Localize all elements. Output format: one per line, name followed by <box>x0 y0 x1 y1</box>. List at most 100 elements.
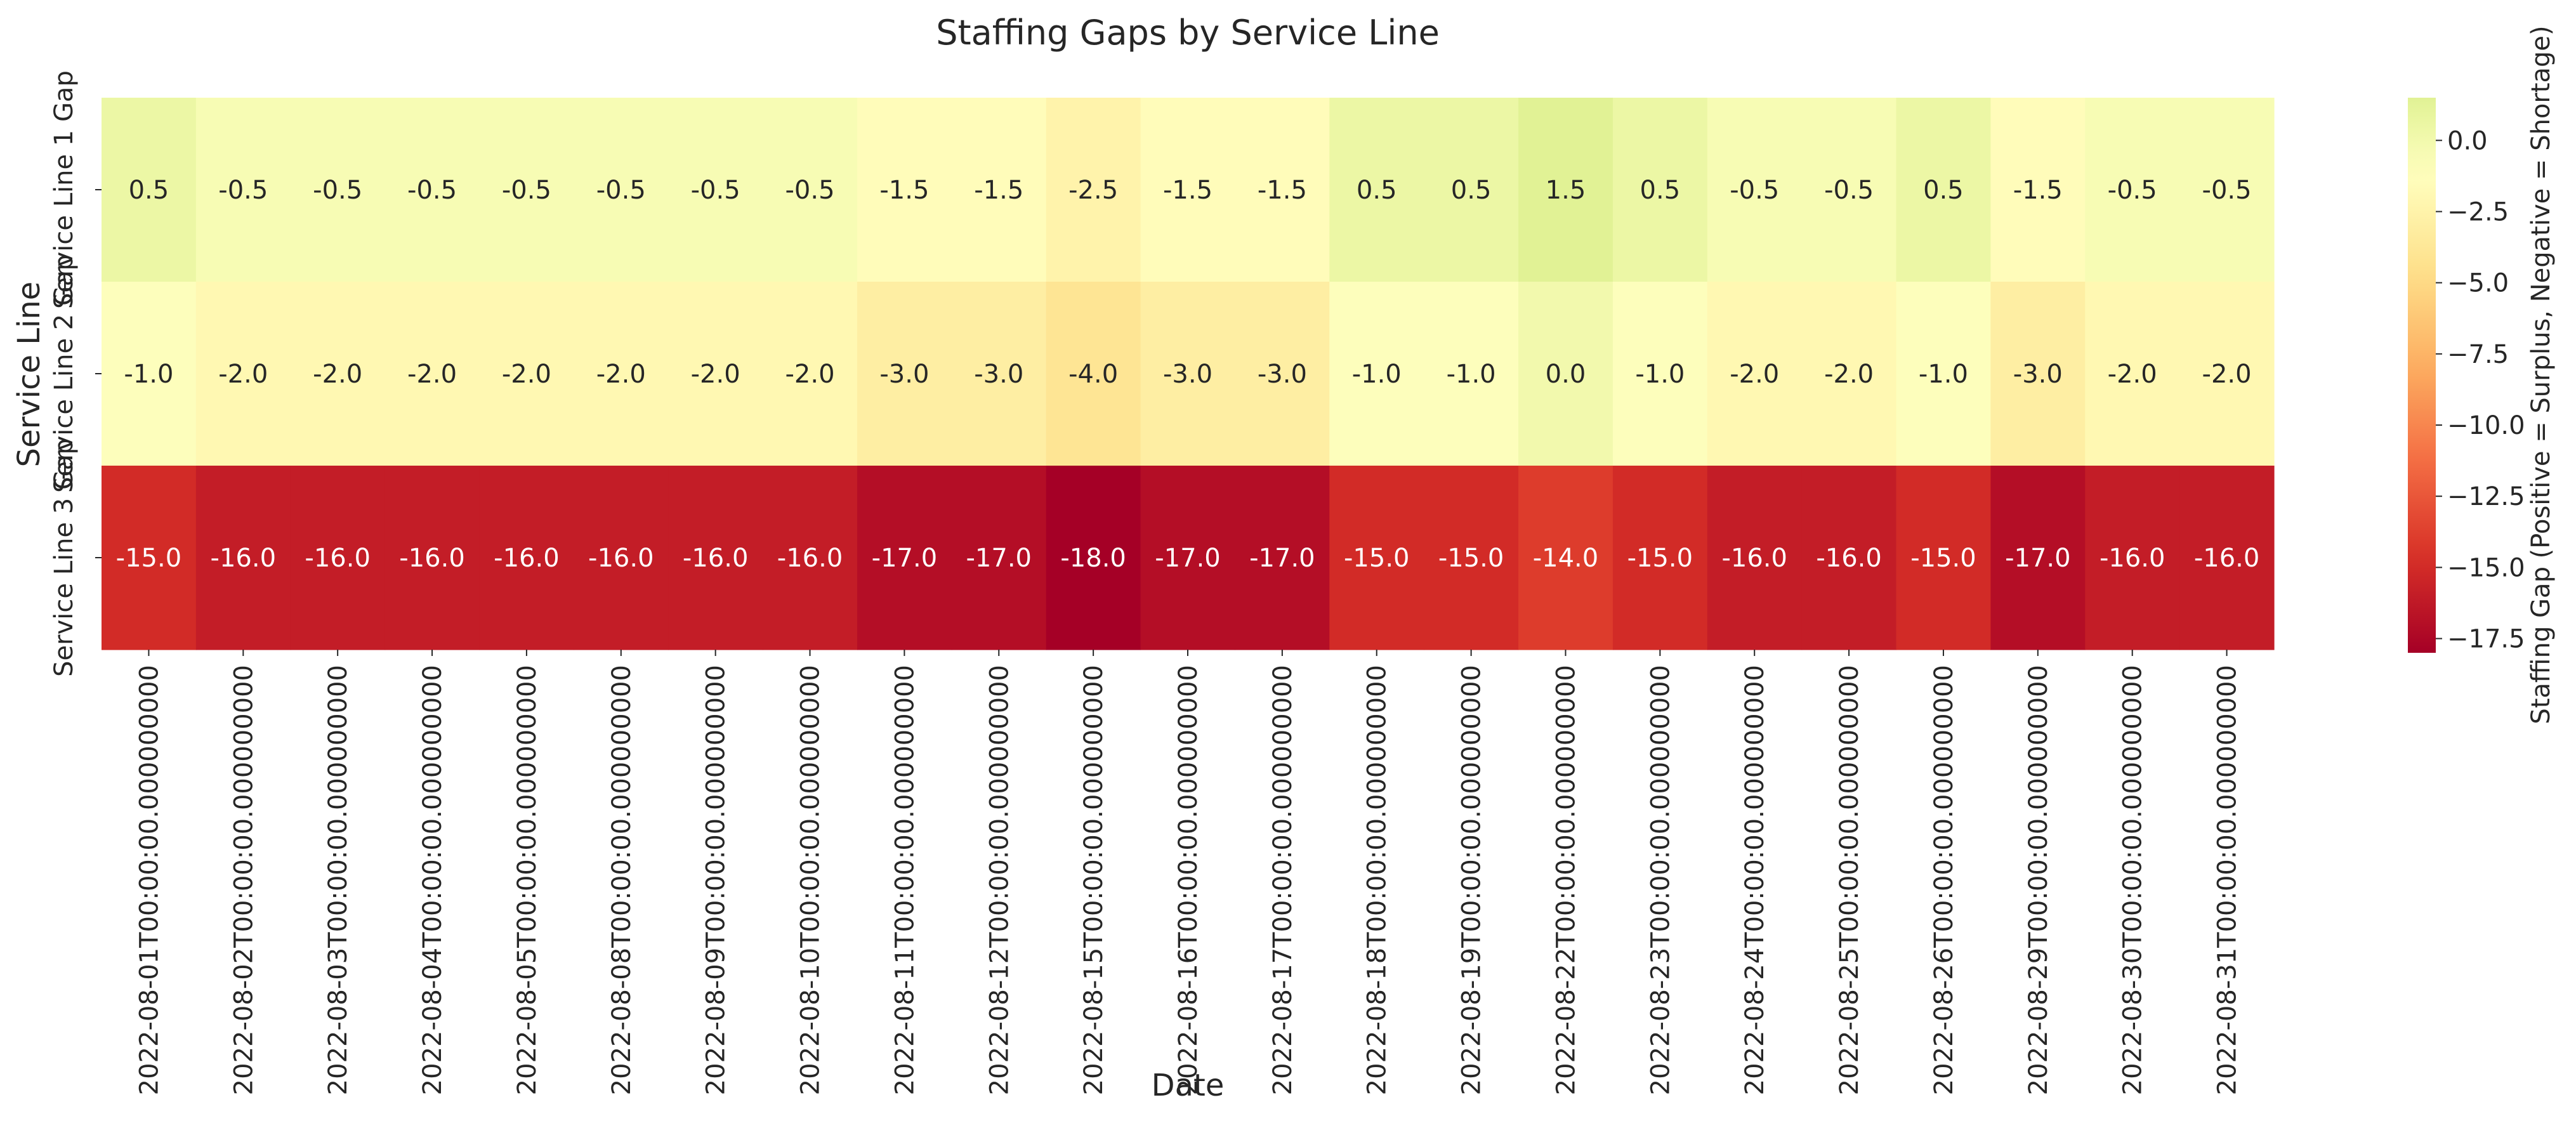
heatmap-cell <box>1140 282 1236 466</box>
cell-value-label: -2.0 <box>785 360 834 389</box>
heatmap-cell <box>1518 282 1613 466</box>
heatmap-cell <box>857 466 952 650</box>
heatmap-cell <box>102 466 197 650</box>
cell-value-label: -16.0 <box>2100 544 2165 573</box>
x-tick-label: 2022-08-10T00:00:00.000000000 <box>796 665 825 1095</box>
heatmap-cell <box>857 282 952 466</box>
cell-value-label: -0.5 <box>313 176 362 205</box>
cell-value-label: -0.5 <box>2202 176 2252 205</box>
cell-value-label: -1.5 <box>1163 176 1212 205</box>
cell-value-label: 0.5 <box>1451 176 1492 205</box>
cell-value-label: -3.0 <box>1258 360 1307 389</box>
y-tick-label: Service Line 3 Gap <box>49 438 79 677</box>
cell-value-label: -17.0 <box>1155 544 1221 573</box>
heatmap-cell <box>574 466 669 650</box>
heatmap-cell <box>574 282 669 466</box>
cell-value-label: 0.5 <box>1357 176 1397 205</box>
cell-value-label: -16.0 <box>1816 544 1882 573</box>
colorbar: 0.0 −2.5 −5.0 −7.5 −10.0 −12.5 −15.0 −17.5 Staf… <box>2408 25 2556 724</box>
cell-value-label: -17.0 <box>1249 544 1315 573</box>
x-tick-label: 2022-08-09T00:00:00.000000000 <box>702 665 731 1095</box>
cell-value-label: -0.5 <box>691 176 740 205</box>
colorbar-tick-label: −10.0 <box>2447 411 2525 440</box>
heatmap-cell <box>1235 466 1330 650</box>
x-tick-label: 2022-08-30T00:00:00.000000000 <box>2119 665 2148 1095</box>
heatmap-cell <box>951 282 1047 466</box>
cell-value-label: -1.0 <box>124 360 173 389</box>
heatmap-cell <box>1612 466 1708 650</box>
heatmap-cell <box>2179 282 2275 466</box>
y-tick-label: Service Line 1 Gap <box>49 70 79 309</box>
heatmap-cell <box>1801 466 1897 650</box>
heatmap-cell <box>1801 98 1897 282</box>
x-tick-labels: 2022-08-01T00:00:00.000000000 2022-08-02T… <box>135 650 2242 1095</box>
heatmap-cell <box>1896 466 1991 650</box>
cell-value-label: -16.0 <box>305 544 371 573</box>
cell-value-label: -16.0 <box>683 544 749 573</box>
heatmap-cell <box>1707 466 1803 650</box>
heatmap-cell <box>290 282 386 466</box>
heatmap-cell <box>1140 466 1236 650</box>
cell-value-label: -2.0 <box>2202 360 2252 389</box>
x-tick-label: 2022-08-08T00:00:00.000000000 <box>607 665 636 1095</box>
x-tick-label: 2022-08-22T00:00:00.000000000 <box>1551 665 1580 1095</box>
cell-value-label: -18.0 <box>1060 544 1126 573</box>
heatmap-cell <box>1424 466 1519 650</box>
heatmap-cell <box>951 98 1047 282</box>
heatmap-cell <box>479 98 574 282</box>
cell-value-label: -2.0 <box>1824 360 1874 389</box>
heatmap-cell <box>479 282 574 466</box>
x-tick-label: 2022-08-25T00:00:00.000000000 <box>1835 665 1864 1095</box>
cell-value-label: -16.0 <box>2194 544 2260 573</box>
heatmap-cell <box>1140 98 1236 282</box>
heatmap-cell <box>195 282 291 466</box>
x-tick-label: 2022-08-01T00:00:00.000000000 <box>135 665 164 1095</box>
colorbar-gradient <box>2408 98 2436 653</box>
cell-value-label: -2.0 <box>596 360 646 389</box>
heatmap-cell <box>384 282 480 466</box>
x-tick-label: 2022-08-03T00:00:00.000000000 <box>324 665 353 1095</box>
heatmap-cell <box>1518 466 1613 650</box>
cell-value-label: -1.0 <box>1919 360 1968 389</box>
y-axis-label: Service Line <box>11 282 47 468</box>
cell-value-label: -1.5 <box>879 176 929 205</box>
x-tick-label: 2022-08-05T00:00:00.000000000 <box>513 665 542 1095</box>
heatmap-cell <box>1896 282 1991 466</box>
heatmap-cell <box>2085 466 2180 650</box>
cell-value-label: -16.0 <box>494 544 560 573</box>
heatmap-cell <box>1424 98 1519 282</box>
heatmap-cell <box>2085 282 2180 466</box>
heatmap-cell <box>1612 98 1708 282</box>
x-tick-label: 2022-08-02T00:00:00.000000000 <box>229 665 258 1095</box>
x-tick-label: 2022-08-12T00:00:00.000000000 <box>985 665 1014 1095</box>
cell-value-label: -1.5 <box>2013 176 2063 205</box>
cell-value-label: -2.0 <box>502 360 551 389</box>
cell-value-label: -0.5 <box>2108 176 2157 205</box>
x-axis-label: Date <box>1152 1068 1225 1103</box>
x-tick-label: 2022-08-04T00:00:00.000000000 <box>418 665 447 1095</box>
cell-value-label: -1.0 <box>1635 360 1685 389</box>
x-tick-label: 2022-08-29T00:00:00.000000000 <box>2024 665 2053 1095</box>
cell-value-label: -2.5 <box>1068 176 1118 205</box>
heatmap-cell <box>668 98 763 282</box>
heatmap-cell <box>1046 282 1141 466</box>
heatmap-cell <box>384 466 480 650</box>
cell-value-label: -0.5 <box>502 176 551 205</box>
cell-value-label: -0.5 <box>1824 176 1874 205</box>
x-tick-label: 2022-08-31T00:00:00.000000000 <box>2213 665 2242 1095</box>
cell-value-label: -15.0 <box>1344 544 1410 573</box>
colorbar-tick-label: −17.5 <box>2447 625 2525 654</box>
colorbar-tick-label: −5.0 <box>2447 269 2509 298</box>
cell-value-label: -16.0 <box>1721 544 1787 573</box>
colorbar-ticks: 0.0 −2.5 −5.0 −7.5 −10.0 −12.5 −15.0 −17.5 <box>2436 126 2525 654</box>
x-tick-label: 2022-08-17T00:00:00.000000000 <box>1268 665 1298 1095</box>
heatmap-cell <box>763 282 858 466</box>
cell-value-label: 0.0 <box>1546 360 1586 389</box>
cell-value-label: -3.0 <box>2013 360 2063 389</box>
heatmap-cell <box>668 466 763 650</box>
colorbar-tick-label: −12.5 <box>2447 482 2525 511</box>
heatmap-cell <box>384 98 480 282</box>
cell-value-label: -2.0 <box>2108 360 2157 389</box>
colorbar-tick-label: 0.0 <box>2447 126 2488 155</box>
